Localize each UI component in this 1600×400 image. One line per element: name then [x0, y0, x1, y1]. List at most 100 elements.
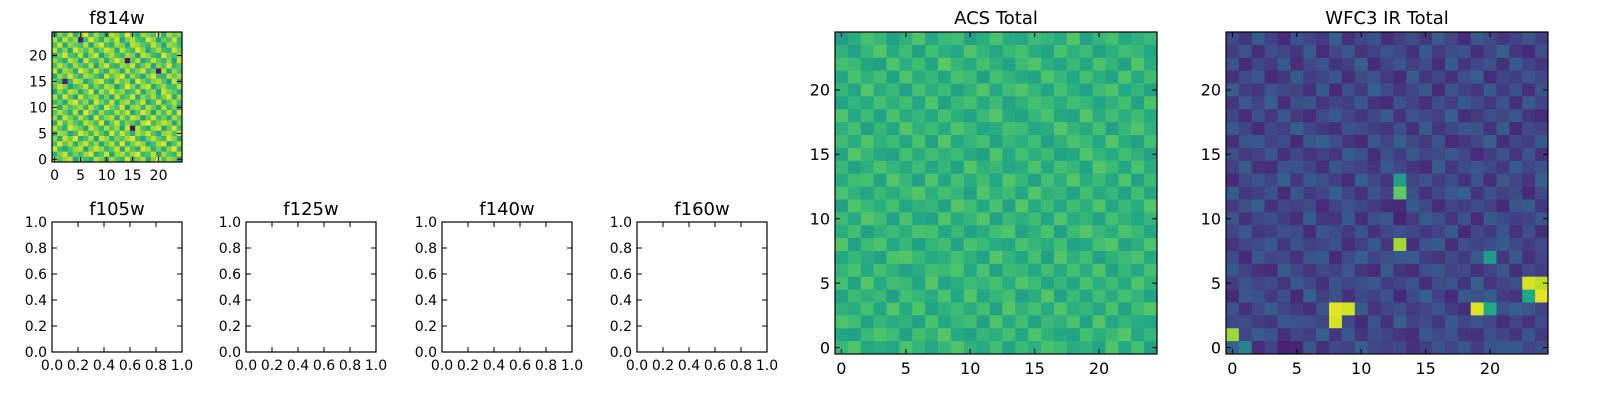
heatmap-cell — [1226, 225, 1240, 239]
heatmap-cell — [938, 173, 952, 187]
heatmap-cell — [950, 160, 965, 175]
heatmap-cell — [1092, 57, 1106, 72]
heatmap-cell — [88, 78, 94, 85]
y-tick-label: 0.2 — [610, 319, 632, 335]
heatmap-cell — [860, 32, 875, 46]
heatmap-cell — [1041, 199, 1055, 213]
heatmap-cell — [57, 37, 63, 43]
heatmap-cell — [145, 63, 152, 69]
heatmap-cell — [925, 173, 939, 187]
heatmap-cell — [1238, 135, 1253, 149]
heatmap-cell — [1329, 328, 1343, 342]
y-tick-label: 0.4 — [219, 293, 241, 309]
heatmap-cell — [135, 151, 141, 158]
heatmap-cell — [1457, 341, 1472, 355]
heatmap-cell — [886, 173, 900, 187]
heatmap-cell — [1393, 44, 1407, 59]
y-tick-label: 0.0 — [415, 345, 437, 361]
heatmap-cells-f814w — [52, 32, 183, 163]
heatmap-cell — [156, 141, 162, 147]
heatmap-cell — [886, 276, 900, 290]
heatmap-cell — [873, 263, 887, 278]
heatmap-cell — [1329, 199, 1343, 213]
heatmap-cell — [1144, 250, 1158, 265]
heatmap-cell — [1393, 173, 1407, 187]
heatmap-cell — [166, 104, 172, 111]
heatmap-cell — [1393, 238, 1407, 252]
heatmap-cell — [976, 96, 990, 110]
heatmap-cell — [119, 110, 126, 116]
heatmap-cell — [847, 199, 862, 213]
heatmap-cell — [119, 73, 126, 80]
heatmap-cell — [847, 186, 862, 200]
heatmap-cell — [78, 104, 84, 111]
heatmap-cell — [1393, 83, 1407, 97]
heatmap-cell — [1496, 225, 1510, 239]
heatmap-cell — [124, 156, 131, 163]
x-tick-label: 0.4 — [287, 358, 309, 374]
heatmap-cell — [1277, 186, 1291, 200]
heatmap-cell — [119, 52, 126, 59]
heatmap-cell — [1226, 32, 1240, 46]
heatmap-cell — [1238, 250, 1253, 265]
heatmap-cell — [1002, 289, 1016, 303]
heatmap-cell — [925, 109, 939, 123]
heatmap-cell — [1028, 160, 1042, 175]
heatmap-cell — [62, 47, 68, 54]
heatmap-cell — [176, 58, 183, 64]
y-tick-labels-f814w: 0 5 10 15 20 — [29, 48, 47, 168]
heatmap-cell — [925, 70, 939, 84]
heatmap-cell — [963, 250, 978, 265]
heatmap-cell — [1535, 276, 1549, 290]
heatmap-cell — [989, 250, 1003, 265]
x-tick-labels-f160w: 0.0 0.2 0.4 0.6 0.8 1.0 — [626, 358, 778, 374]
heatmap-cell — [93, 63, 100, 69]
heatmap-cell — [1144, 57, 1158, 72]
heatmap-cell — [1105, 225, 1119, 239]
heatmap-cell — [83, 130, 89, 137]
heatmap-cell — [1238, 199, 1253, 213]
heatmap-cell — [1341, 302, 1356, 316]
heatmap-cell — [1419, 96, 1433, 110]
heatmap-cell — [950, 32, 965, 46]
heatmap-cell — [1444, 135, 1459, 149]
heatmap-cell — [938, 32, 952, 46]
heatmap-cell — [1354, 289, 1369, 303]
heatmap-cell — [1316, 238, 1330, 252]
heatmap-cell — [1457, 328, 1472, 342]
heatmap-cell — [1015, 263, 1029, 278]
heatmap-cell — [98, 125, 105, 132]
heatmap-cell — [83, 104, 89, 111]
heatmap-cell — [1251, 250, 1266, 265]
heatmap-cell — [1131, 109, 1145, 123]
heatmap-cell — [1041, 302, 1055, 316]
heatmap-cell — [950, 289, 965, 303]
x-tick-label: 10 — [960, 359, 980, 378]
heatmap-cell — [83, 52, 89, 59]
heatmap-cell — [1105, 44, 1119, 59]
heatmap-cell — [1092, 263, 1106, 278]
heatmap-cell — [950, 70, 965, 84]
heatmap-cell — [847, 250, 862, 265]
heatmap-cell — [1041, 289, 1055, 303]
heatmap-cell — [963, 122, 978, 136]
heatmap-cell — [1367, 160, 1381, 175]
heatmap-cell — [1367, 199, 1381, 213]
heatmap-cell — [109, 115, 115, 121]
heatmap-cell — [835, 135, 849, 149]
heatmap-cell — [1066, 238, 1081, 252]
heatmap-cell — [860, 289, 875, 303]
heatmap-cell — [1118, 328, 1132, 342]
heatmap-cell — [145, 146, 152, 152]
heatmap-cell — [1444, 32, 1459, 46]
heatmap-cell — [938, 341, 952, 355]
heatmap-cell — [950, 96, 965, 110]
heatmap-cell — [1092, 212, 1106, 226]
heatmap-cell — [119, 151, 126, 158]
heatmap-cell — [62, 58, 68, 64]
heatmap-cell — [1341, 238, 1356, 252]
heatmap-cell — [52, 47, 58, 54]
heatmap-cell — [912, 289, 926, 303]
heatmap-cell — [1496, 315, 1510, 329]
heatmap-cell — [1277, 44, 1291, 59]
